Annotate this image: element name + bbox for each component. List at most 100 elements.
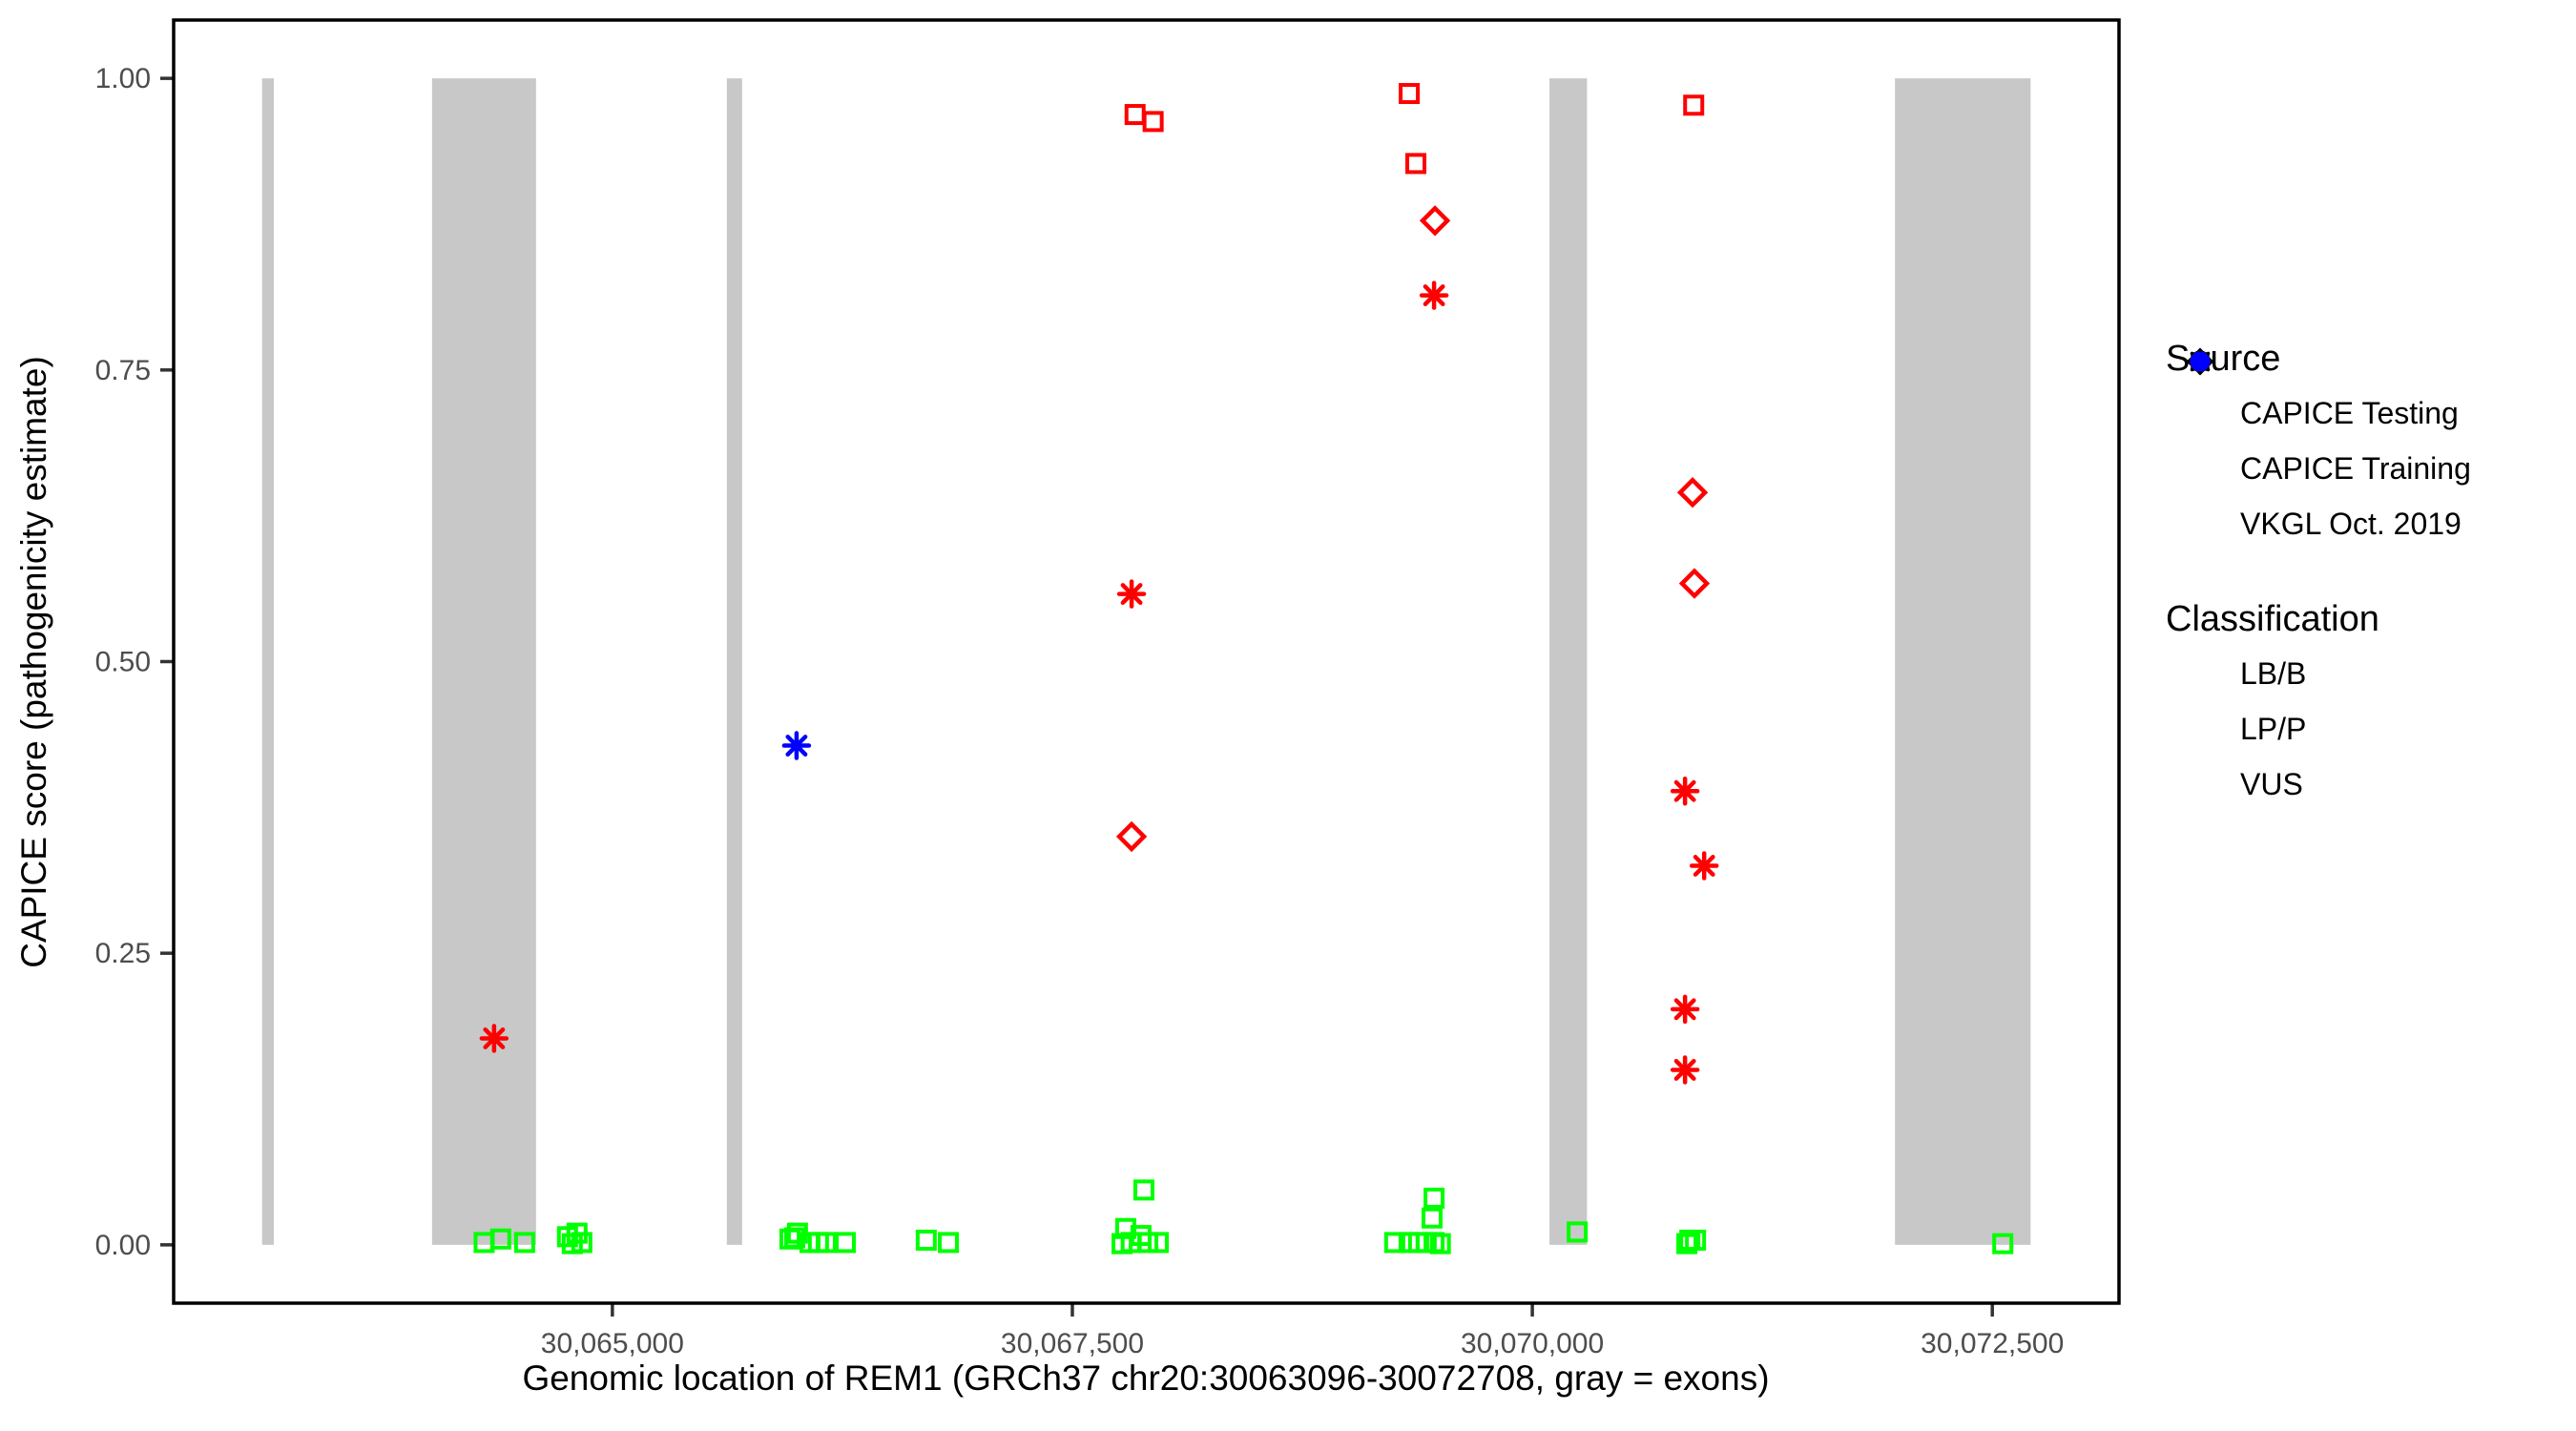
data-point-square [1567,1221,1589,1243]
data-point-square [1429,1233,1451,1255]
data-point-square [1142,111,1164,133]
y-tick-label: 1.00 [95,63,151,94]
data-point [1683,94,1705,116]
legend-item-label: VUS [2240,766,2303,801]
data-point-square [937,1232,959,1254]
data-point-asterisk [483,1027,506,1049]
legend-item-label: CAPICE Training [2240,450,2471,486]
data-point [513,1232,535,1254]
data-point [1567,1221,1589,1243]
data-point [1992,1233,2014,1255]
data-point-square [1132,1179,1154,1201]
data-point-diamond [1676,477,1709,508]
data-point [1670,776,1700,806]
data-point [1670,1055,1700,1085]
classification-color-icon [2190,351,2211,372]
data-point [1429,1233,1451,1255]
data-point [489,1228,511,1250]
data-point [1115,820,1148,853]
data-point [781,731,812,760]
legend-item-source-0: CAPICE Testing [2166,347,2566,441]
y-axis-title: CAPICE score (pathogenicity estimate) [14,356,53,968]
data-point-square [835,1232,857,1254]
data-point [479,1024,509,1053]
color-dot [2190,351,2211,372]
data-point [1419,205,1451,237]
data-point [1421,1207,1443,1229]
data-point-diamond [1678,568,1711,599]
data-point [1676,1233,1698,1255]
data-point-square [1683,94,1705,116]
exon-band [261,78,275,1245]
data-point [1148,1232,1170,1254]
data-point [1132,1179,1154,1201]
data-point-square [1676,1233,1698,1255]
legend-glyph [2166,351,2234,752]
data-point-asterisk [1120,583,1143,606]
x-tick-label: 30,070,000 [1461,1328,1604,1359]
legend-glyph [2166,347,2234,436]
y-tick-label: 0.00 [95,1230,151,1261]
data-point-asterisk [785,735,808,757]
y-tick-label: 0.75 [95,355,151,386]
data-point [1678,568,1711,599]
y-tick-label: 0.50 [95,647,151,678]
data-point-square [915,1229,937,1251]
legend-classification-title: Classification [2166,599,2379,639]
data-point-asterisk [1673,779,1696,802]
x-axis-title: Genomic location of REM1 (GRCh37 chr20:3… [522,1358,1769,1398]
data-point-square [1992,1233,2014,1255]
data-point [835,1232,857,1254]
data-point [1689,851,1719,881]
legend-classification-group: Classification LB/B LP/P VUS [2166,351,2566,812]
data-point-asterisk [1693,855,1715,877]
data-point-asterisk [1423,284,1445,307]
exon-band [726,78,742,1245]
data-point [1405,153,1427,175]
data-point [1399,83,1421,105]
data-point-diamond [1115,820,1148,853]
data-point [1676,477,1709,508]
data-point-diamond [1419,205,1451,237]
legend-item-source-1: CAPICE Training [2166,352,2566,496]
legend-source-title: Source [2166,339,2281,379]
data-point [1419,280,1449,310]
data-point [1142,111,1164,133]
data-point [937,1232,959,1254]
x-tick-label: 30,072,500 [1921,1328,2064,1359]
y-tick-label: 0.25 [95,938,151,969]
data-point-square [1111,1233,1133,1255]
data-point [1383,1232,1405,1254]
panel-border [172,18,2121,1305]
legend-glyph [2166,351,2234,807]
exon-band [431,78,536,1245]
legend-glyph [2166,348,2234,547]
data-point-square [1148,1232,1170,1254]
legend-item-label: LP/P [2240,711,2307,746]
x-tick-label: 30,065,000 [541,1328,684,1359]
data-point-square [489,1228,511,1250]
legend-item-source-2: VKGL Oct. 2019 [2166,348,2566,551]
data-point [571,1232,592,1254]
legend-source-group: Source CAPICE Testing CAPICE Training VKGL… [2166,339,2566,551]
data-point-square [1421,1207,1443,1229]
legend-glyph [2166,351,2234,696]
data-point-square [815,1232,837,1254]
data-point-square [513,1232,535,1254]
exon-band [1895,78,2031,1245]
data-point [1670,994,1700,1025]
exon-band [1549,78,1588,1245]
legend-item-classification-1: LP/P [2166,351,2566,757]
data-point [1116,579,1147,609]
legend: Source CAPICE Testing CAPICE Training VKGL… [2166,339,2566,860]
data-point [1423,1187,1445,1209]
x-tick-label: 30,067,500 [1001,1328,1144,1359]
data-point-square [1423,1187,1445,1209]
legend-item-classification-2: VUS [2166,351,2566,812]
legend-item-label: LB/B [2240,655,2307,691]
legend-glyph [2166,352,2234,491]
data-point [1111,1233,1133,1255]
data-point-square [1399,83,1421,105]
